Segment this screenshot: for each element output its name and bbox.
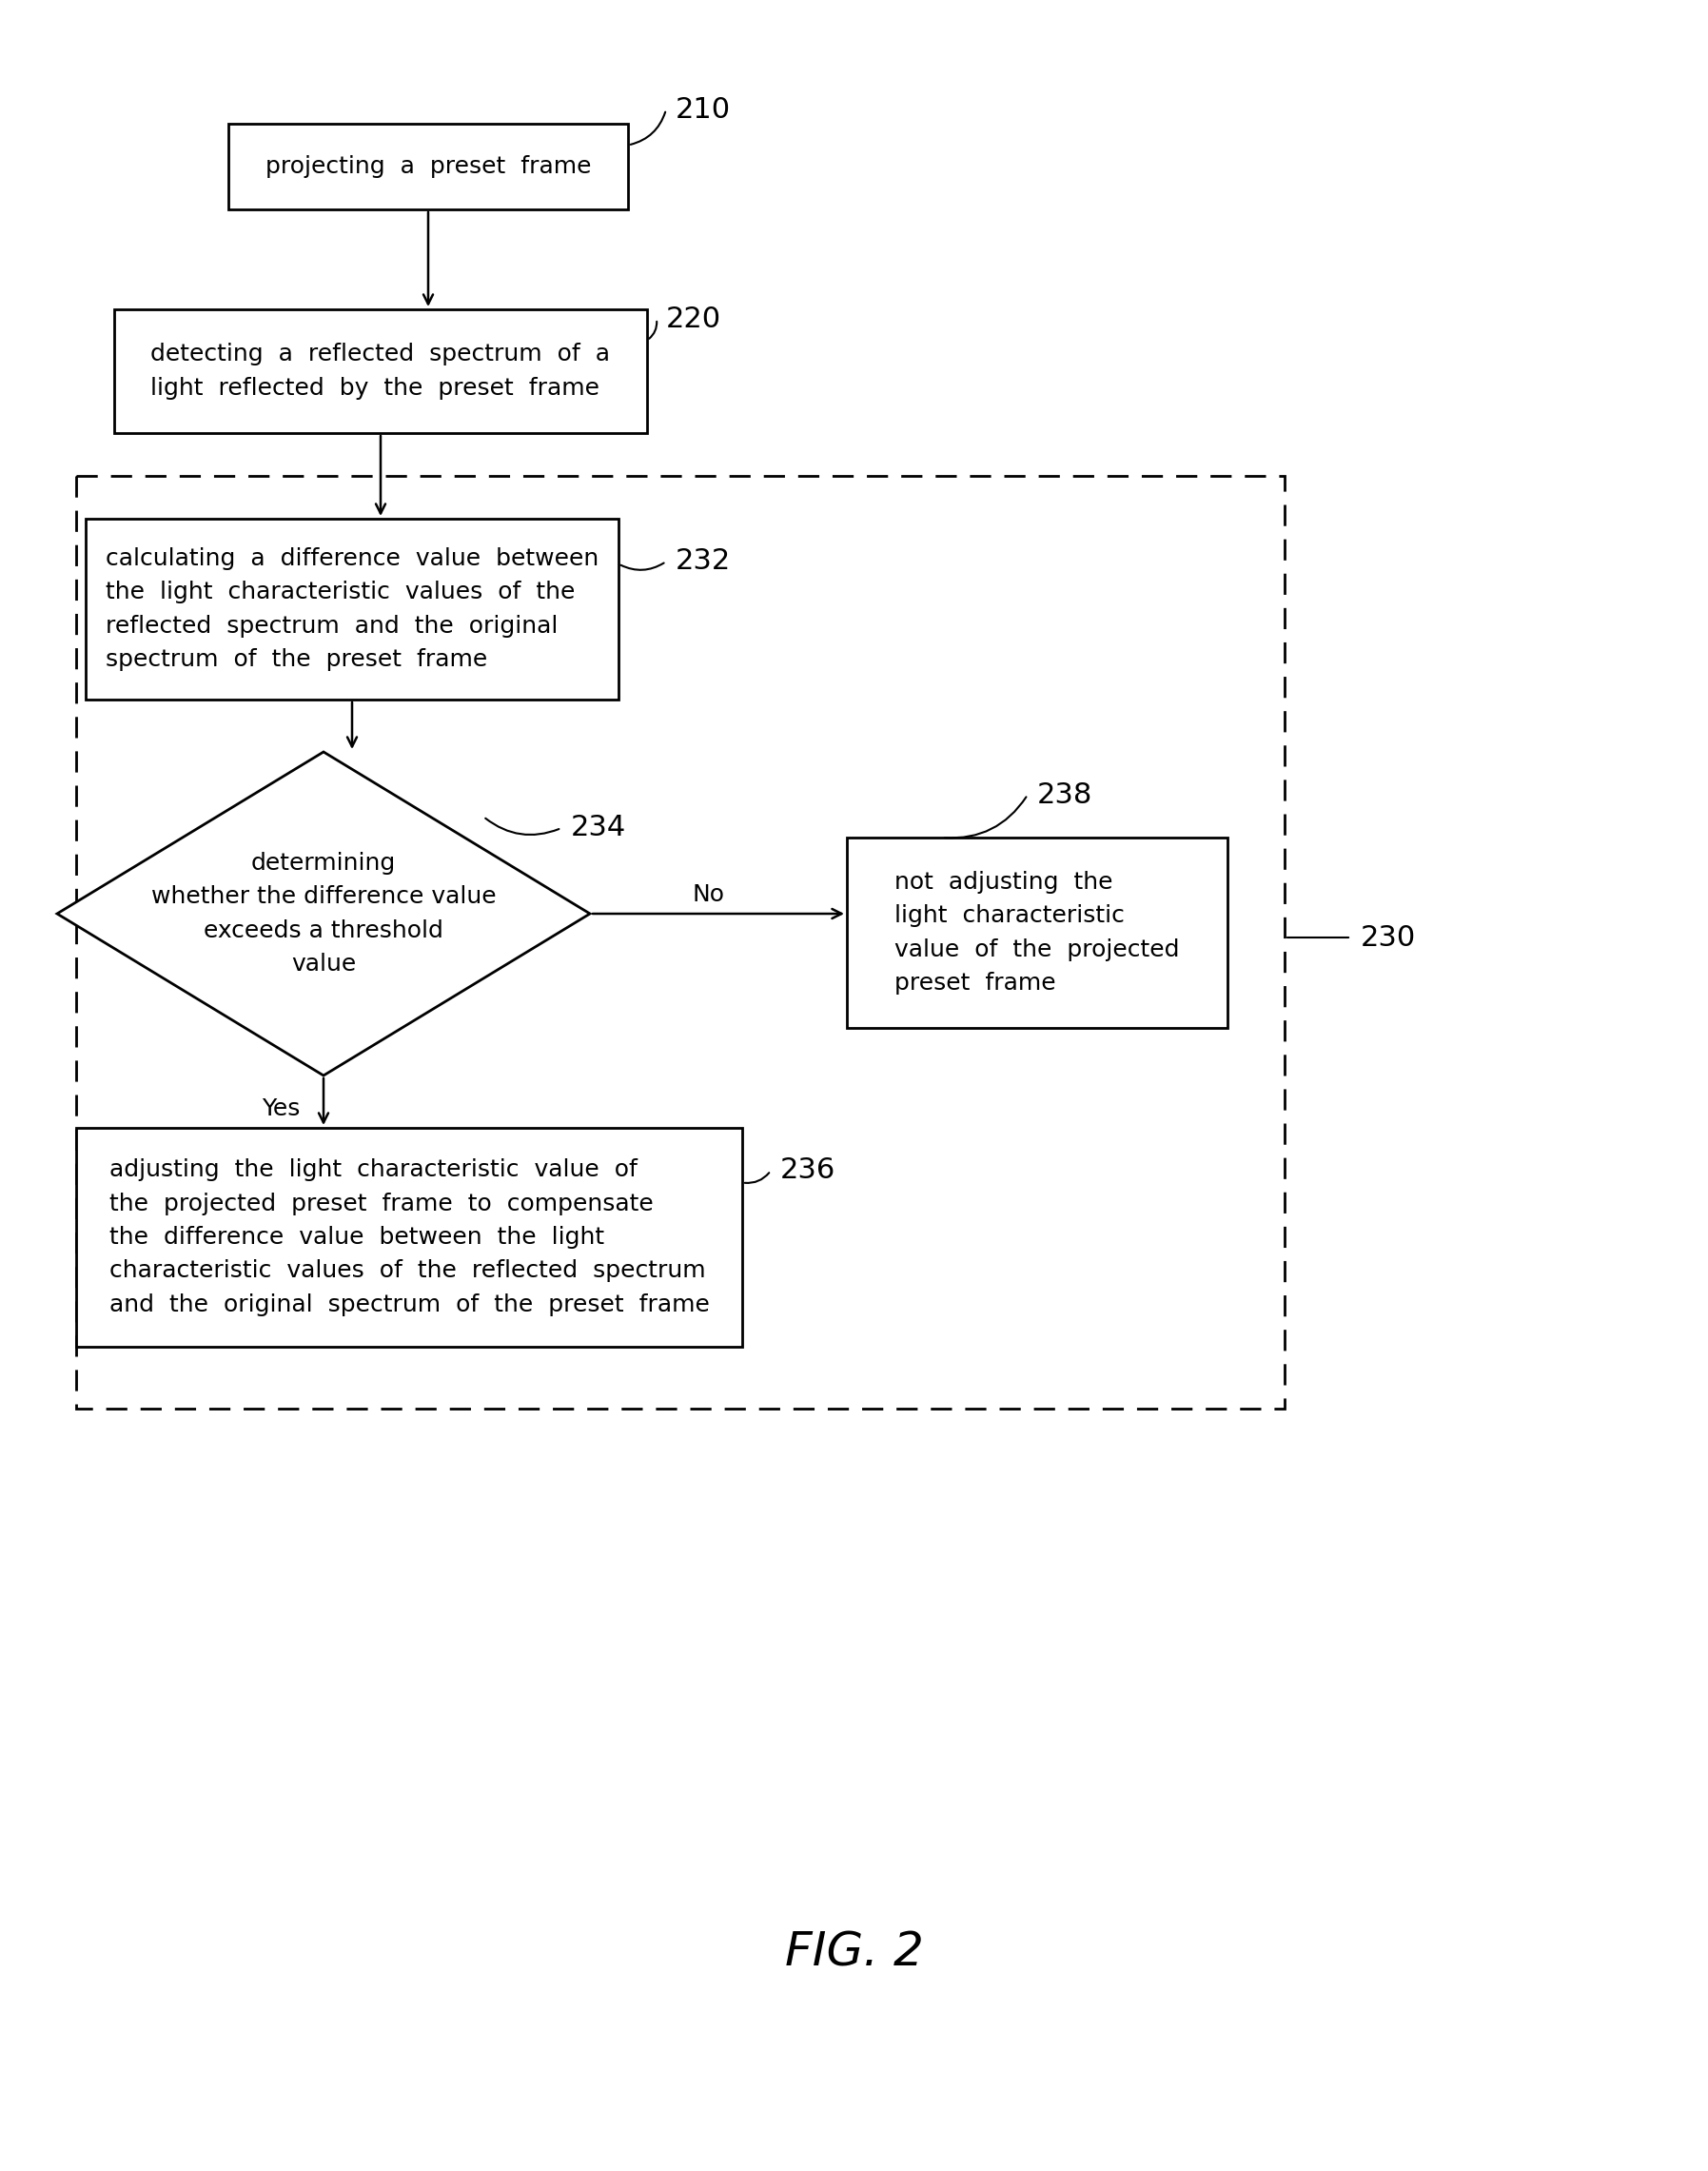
- Text: 234: 234: [570, 814, 627, 842]
- FancyBboxPatch shape: [85, 519, 618, 699]
- Text: 230: 230: [1361, 923, 1416, 951]
- FancyBboxPatch shape: [847, 838, 1228, 1027]
- Text: detecting  a  reflected  spectrum  of  a
light  reflected  by  the  preset  fram: detecting a reflected spectrum of a ligh…: [150, 343, 610, 399]
- Text: FIG. 2: FIG. 2: [784, 1930, 924, 1976]
- Text: 210: 210: [676, 96, 731, 124]
- FancyBboxPatch shape: [229, 124, 629, 208]
- Text: No: No: [693, 884, 726, 905]
- Bar: [77, 475, 1284, 1409]
- Polygon shape: [56, 751, 589, 1075]
- Text: 220: 220: [666, 306, 721, 332]
- Text: 236: 236: [781, 1157, 835, 1185]
- FancyBboxPatch shape: [77, 1129, 743, 1346]
- Text: 238: 238: [1037, 782, 1093, 808]
- Text: projecting  a  preset  frame: projecting a preset frame: [265, 154, 591, 178]
- Text: not  adjusting  the
light  characteristic
value  of  the  projected
preset  fram: not adjusting the light characteristic v…: [895, 871, 1180, 994]
- Text: adjusting  the  light  characteristic  value  of
the  projected  preset  frame  : adjusting the light characteristic value…: [109, 1159, 709, 1316]
- Text: Yes: Yes: [261, 1096, 301, 1120]
- FancyBboxPatch shape: [114, 308, 647, 432]
- Text: determining
whether the difference value
exceeds a threshold
value: determining whether the difference value…: [150, 851, 495, 975]
- Text: 232: 232: [676, 547, 731, 575]
- Text: calculating  a  difference  value  between
the  light  characteristic  values  o: calculating a difference value between t…: [106, 547, 598, 671]
